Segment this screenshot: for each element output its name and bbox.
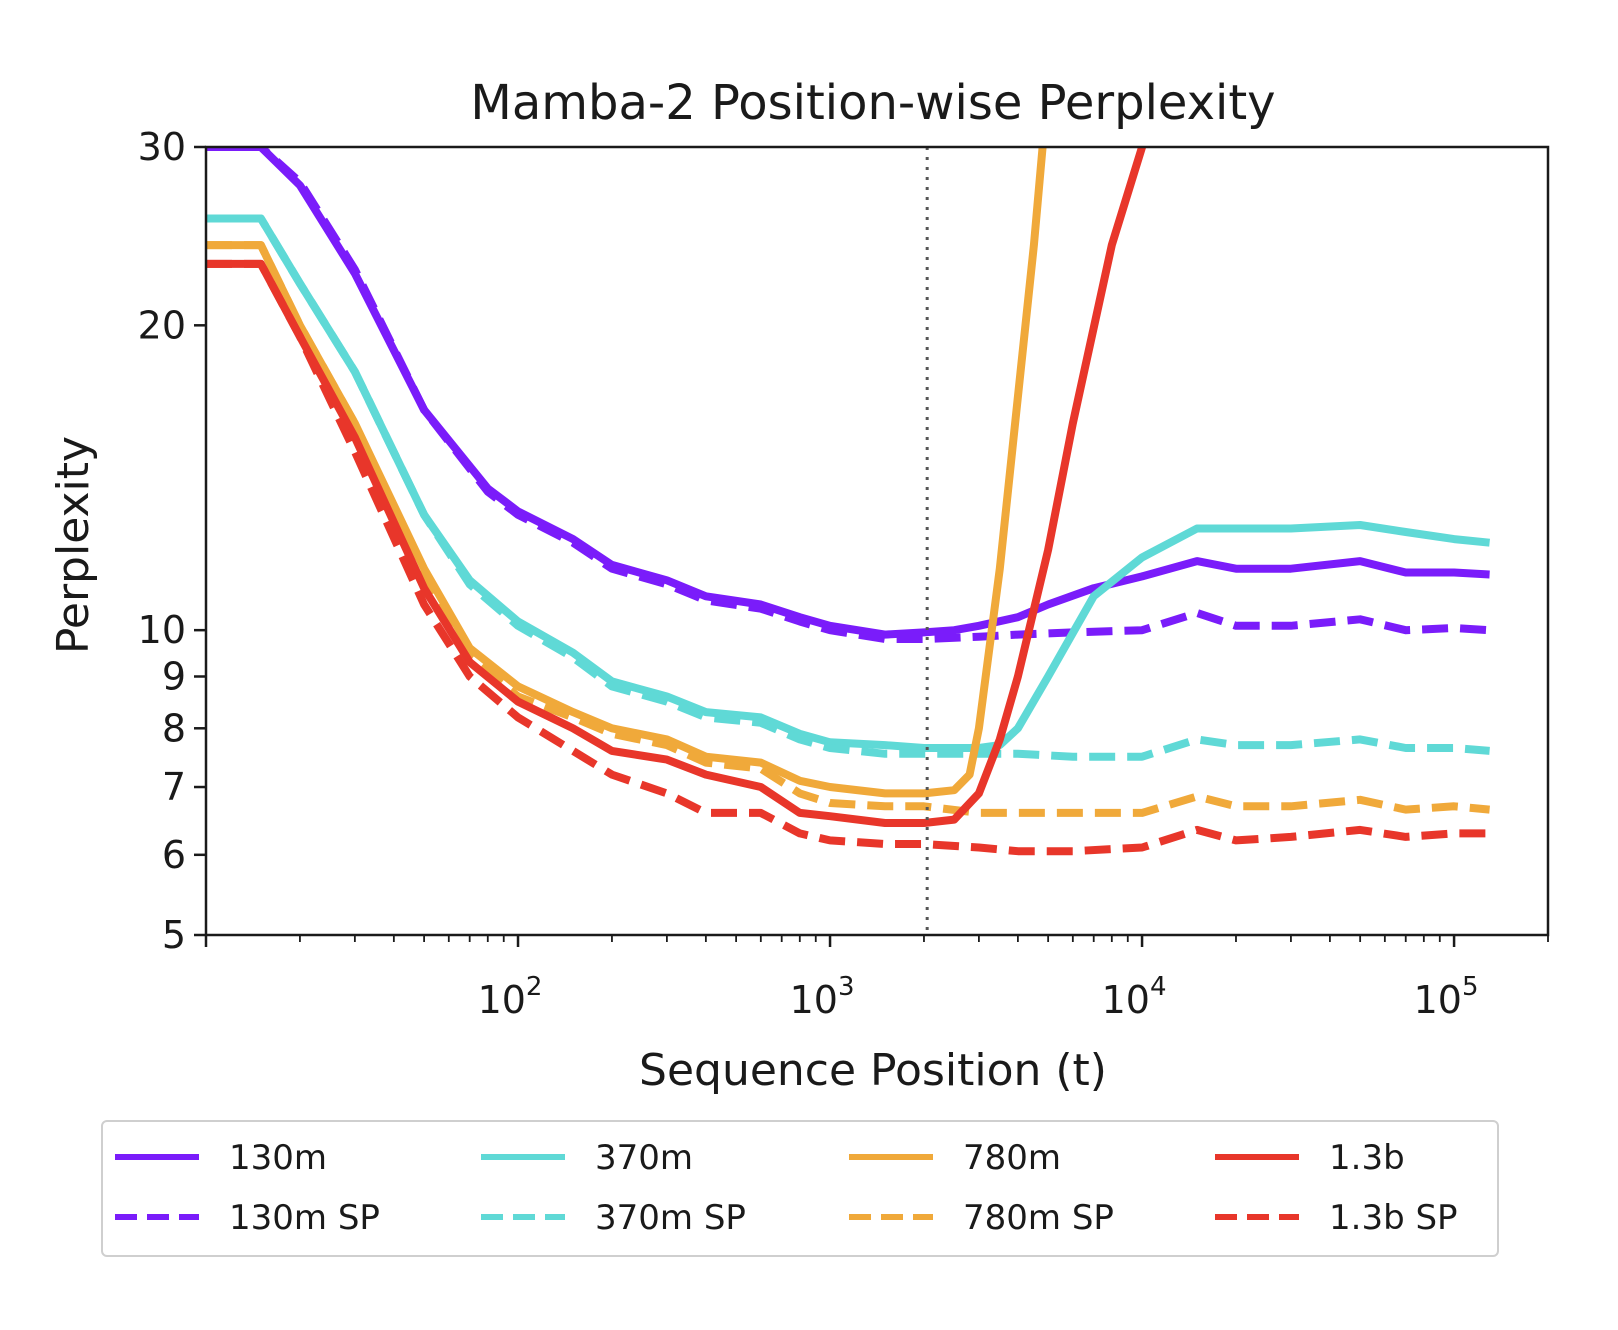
chart-title: Mamba-2 Position-wise Perplexity [470,75,1275,131]
series-line-1-3b-sp [206,259,1490,856]
y-tick-label: 30 [138,125,186,169]
y-axis-ticks: 5 6 7 8 910 20 30 [138,125,206,957]
legend-label-370m: 370m [595,1138,693,1178]
x-axis-label: Sequence Position (t) [639,1045,1107,1096]
y-tick-label: 6 [162,833,186,877]
x-tick-label: 103 [790,972,855,1022]
series-line-780m-sp [206,241,1490,817]
legend-label-1-3b: 1.3b [1329,1138,1405,1178]
y-tick-label: 7 [162,765,186,809]
y-tick-label: 8 [162,706,186,750]
series-layer [206,147,1491,856]
legend-label-780m: 780m [963,1138,1061,1178]
x-tick-label: 104 [1102,972,1167,1022]
x-tick-label: 105 [1414,972,1479,1022]
legend: 130m 130m SP 370m 370m SP 780m 780m SP 1.3b 1.3… [101,1120,1499,1257]
plot-frame [204,145,1550,937]
series-line-780m [206,147,1047,798]
series-line-130m-sp [206,147,1490,643]
y-tick-label: 10 [138,608,186,652]
legend-box [101,1120,1499,1257]
y-axis-label: Perplexity [48,436,99,654]
series-line-370m-sp [206,214,1490,761]
series-line-370m [206,214,1491,752]
legend-label-370m-sp: 370m SP [595,1198,746,1238]
y-tick-label: 9 [162,654,186,698]
legend-label-130m: 130m [229,1138,327,1178]
series-line-130m [206,147,1490,639]
x-tick-label: 102 [478,972,543,1022]
y-tick-label: 5 [162,913,186,957]
y-tick-label: 20 [138,303,186,347]
legend-label-780m-sp: 780m SP [963,1198,1114,1238]
legend-label-1-3b-sp: 1.3b SP [1329,1198,1458,1238]
series-line-1-3b [206,147,1146,827]
legend-label-130m-sp: 130m SP [229,1198,380,1238]
x-axis-ticks: 102 103 104 105 [204,935,1549,1022]
